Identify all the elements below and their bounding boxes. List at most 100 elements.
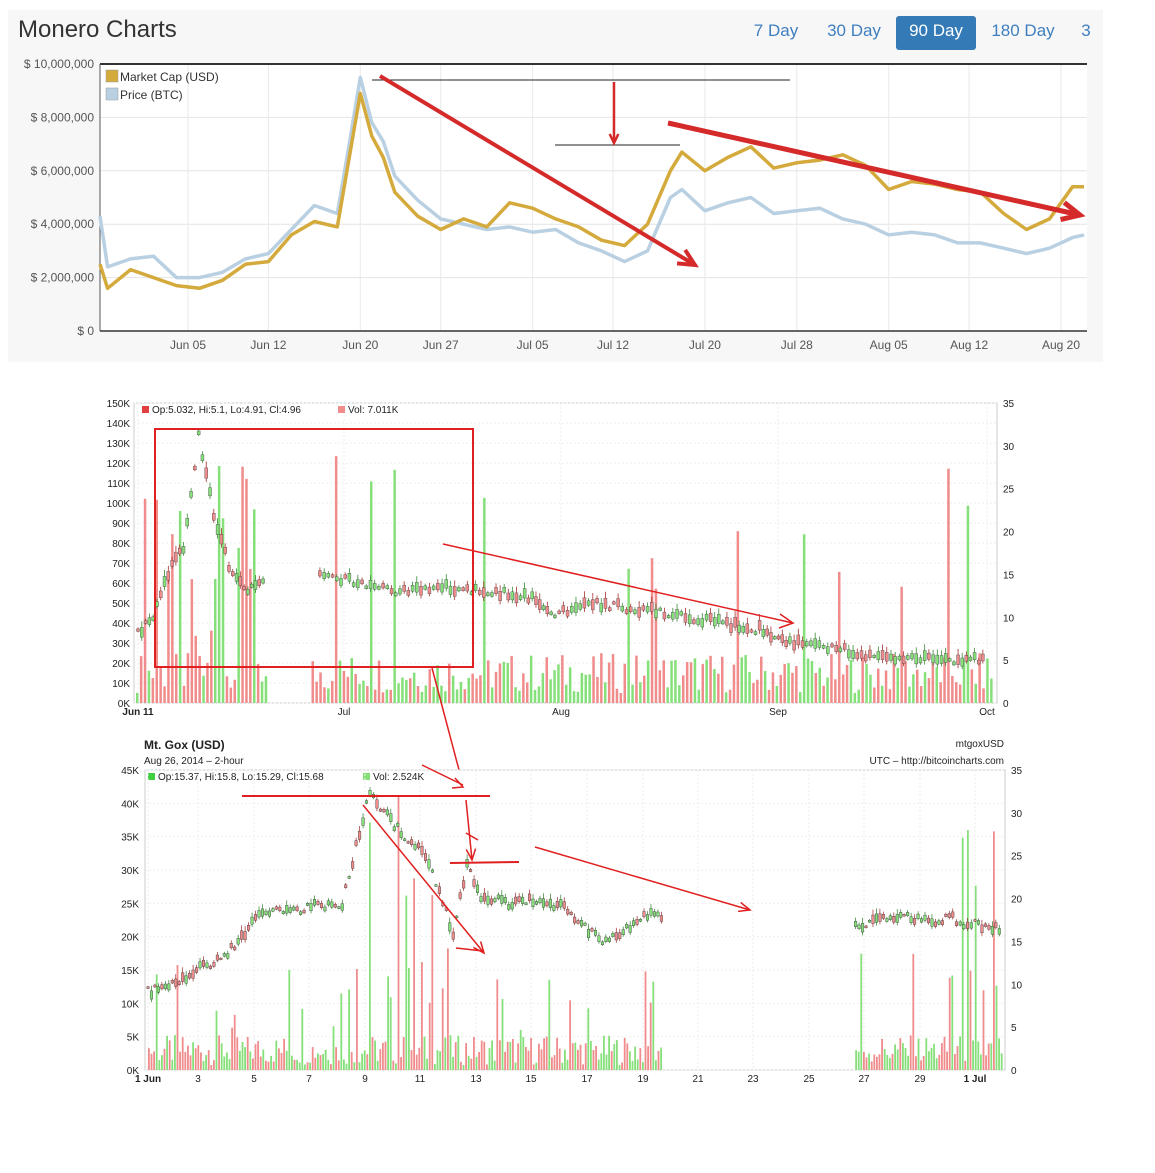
x-tick-label: Sep — [769, 707, 787, 718]
volume-bar — [915, 1056, 917, 1070]
range-tab-4[interactable]: 180 Day — [991, 21, 1055, 40]
range-tab-3[interactable]: 90 Day — [896, 16, 976, 50]
candle-body — [215, 524, 220, 535]
volume-bar — [262, 1049, 265, 1070]
candle-body — [354, 840, 358, 846]
candle-body — [569, 911, 573, 915]
volume-bar — [358, 1062, 361, 1070]
volume-bar — [650, 558, 654, 703]
volume-bar — [553, 670, 556, 703]
y-left-tick-label: 20K — [112, 659, 130, 670]
legend-swatch — [363, 773, 370, 780]
volume-bar — [674, 660, 677, 703]
volume-bar — [265, 1060, 267, 1070]
volume-bar — [883, 1049, 886, 1070]
volume-bar — [490, 687, 494, 703]
volume-bar — [194, 635, 197, 703]
range-tab-1[interactable]: 7 Day — [753, 21, 799, 40]
candle-body — [227, 565, 231, 572]
candle-body — [322, 572, 326, 579]
volume-bar — [982, 688, 985, 703]
volume-bar — [229, 687, 233, 703]
candle-body — [274, 906, 278, 910]
reference-line — [449, 861, 520, 864]
candle-body — [510, 902, 514, 910]
range-tab-2[interactable]: 30 Day — [827, 21, 881, 40]
x-tick-label: 13 — [470, 1074, 482, 1085]
candle-body — [162, 576, 167, 587]
volume-bar — [865, 1057, 868, 1070]
candle-body — [518, 595, 523, 600]
volume-bar — [342, 670, 346, 703]
volume-bar — [873, 687, 876, 703]
volume-bar — [184, 1051, 187, 1070]
volume-bar — [959, 1036, 961, 1070]
candle-body — [769, 632, 773, 643]
candle-body — [193, 466, 197, 471]
candle-body — [629, 606, 633, 612]
volume-bar — [374, 1040, 376, 1070]
volume-bar — [561, 1062, 564, 1070]
x-tick-label: Jun 27 — [423, 338, 459, 352]
candle-body — [326, 573, 331, 578]
volume-bar — [557, 664, 560, 703]
volume-bar — [311, 661, 314, 703]
candle-body — [267, 910, 271, 917]
volume-bar — [689, 662, 693, 703]
x-tick-label: 9 — [362, 1074, 368, 1085]
volume-bar — [608, 1035, 610, 1070]
y-left-tick-label: 70K — [112, 559, 130, 570]
volume-bar — [424, 685, 428, 703]
y-tick-label: $ 0 — [77, 324, 94, 338]
volume-bar — [537, 686, 541, 703]
candle-body — [365, 800, 369, 804]
volume-bar — [444, 691, 447, 703]
volume-bar — [639, 1048, 642, 1070]
candle-body — [160, 984, 164, 990]
volume-bar — [577, 1049, 579, 1070]
volume-bar — [510, 655, 513, 703]
volume-bar — [506, 1041, 509, 1070]
volume-bar — [613, 1043, 616, 1070]
candle-body — [451, 931, 455, 940]
volume-bar — [896, 1049, 899, 1070]
volume-bar — [136, 693, 139, 703]
candle-body — [639, 918, 643, 922]
volume-bar — [881, 1038, 883, 1070]
candle-body — [288, 907, 292, 913]
volume-bar — [826, 677, 829, 703]
volume-bar — [499, 1040, 501, 1070]
candle-body — [417, 842, 421, 849]
candle-body — [392, 826, 396, 831]
volume-bar — [600, 653, 603, 703]
candle-body — [649, 908, 653, 916]
volume-bar — [353, 1062, 356, 1070]
volume-bar — [421, 962, 423, 1070]
volume-bar — [783, 663, 786, 703]
volume-bar — [395, 1063, 397, 1070]
volume-bar — [514, 1062, 517, 1070]
volume-bar — [956, 1046, 959, 1070]
candle-body — [576, 920, 580, 924]
volume-bar — [457, 1035, 460, 1070]
volume-bar — [927, 678, 931, 703]
candle-body — [502, 587, 506, 593]
range-tab-5[interactable]: 3 — [1081, 21, 1091, 40]
candle-body — [167, 983, 171, 991]
candle-body — [364, 585, 368, 589]
volume-bar — [215, 1010, 218, 1070]
candle-body — [385, 585, 390, 589]
candle-body — [909, 916, 913, 923]
volume-bar — [340, 993, 343, 1070]
candle-body — [473, 584, 478, 591]
volume-bar — [155, 974, 158, 1070]
candle-body — [326, 900, 330, 906]
candle-body — [889, 653, 893, 661]
y-right-tick-label: 10 — [1003, 613, 1015, 624]
x-tick-label: Jul 05 — [517, 338, 549, 352]
volume-bar — [444, 1037, 447, 1070]
volume-bar — [736, 531, 740, 703]
volume-bar — [401, 677, 404, 703]
candle-body — [285, 905, 289, 914]
candle-body — [295, 906, 299, 911]
